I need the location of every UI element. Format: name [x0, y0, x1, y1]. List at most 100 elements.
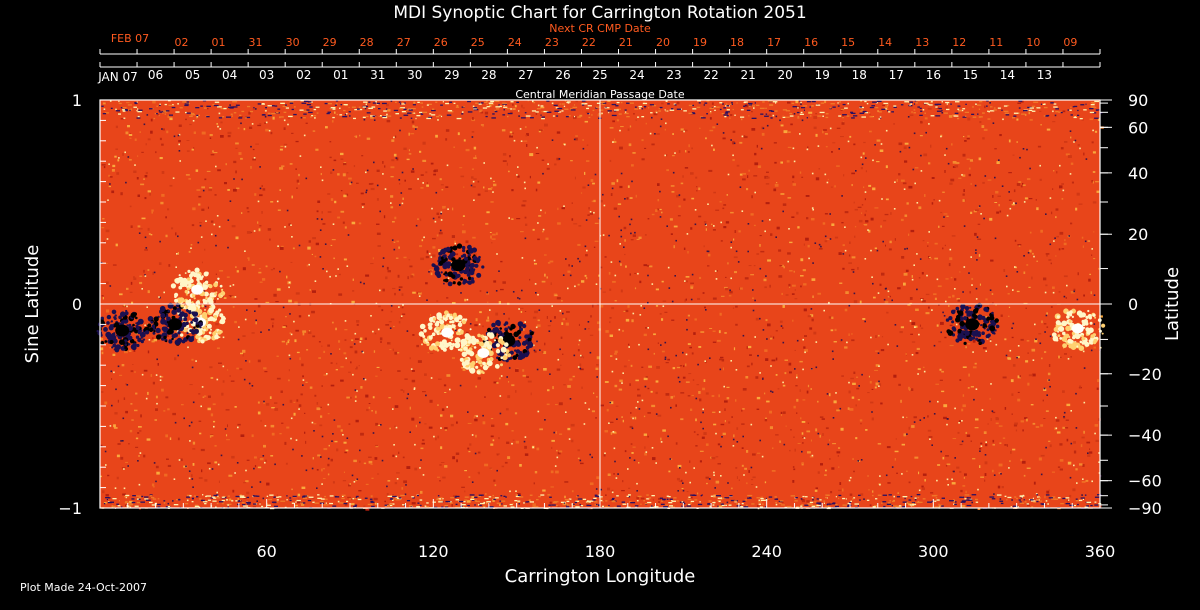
noise-speck: [764, 392, 766, 395]
noise-dot: [109, 100, 112, 102]
polar-streak: [416, 494, 419, 497]
noise-speck: [491, 424, 495, 427]
polar-streak: [790, 495, 795, 497]
cmp-date-label: 23: [666, 68, 681, 82]
noise-dot: [940, 135, 942, 138]
noise-speck: [842, 244, 845, 247]
noise-speck: [393, 153, 397, 157]
noise-speck: [226, 439, 230, 441]
noise-dot: [716, 123, 719, 125]
noise-speck: [484, 111, 489, 115]
noise-dot: [990, 383, 992, 385]
noise-speck: [722, 207, 725, 210]
noise-dot: [177, 354, 179, 357]
noise-dot: [582, 147, 585, 150]
noise-dot: [109, 285, 112, 287]
noise-dot: [264, 461, 266, 464]
noise-dot: [329, 275, 331, 278]
noise-speck: [409, 265, 413, 268]
noise-dot: [762, 127, 765, 130]
noise-dot: [938, 199, 941, 202]
noise-dot: [793, 160, 796, 163]
noise-speck: [454, 240, 456, 243]
noise-dot: [670, 406, 672, 409]
noise-speck: [305, 122, 308, 124]
noise-speck: [152, 381, 155, 385]
polar-streak: [779, 500, 784, 502]
noise-dot: [260, 331, 262, 333]
noise-speck: [240, 157, 243, 160]
noise-speck: [363, 462, 367, 465]
noise-dot: [399, 204, 401, 206]
polar-streak: [463, 501, 466, 503]
noise-speck: [496, 382, 499, 384]
polar-streak: [182, 101, 187, 103]
noise-speck: [425, 171, 428, 174]
noise-speck: [138, 426, 142, 428]
noise-dot: [450, 339, 453, 342]
noise-speck: [945, 464, 948, 467]
noise-speck: [571, 439, 574, 443]
noise-speck: [352, 290, 355, 292]
noise-speck: [452, 302, 456, 305]
noise-speck: [623, 226, 627, 230]
noise-speck: [614, 300, 617, 302]
noise-dot: [373, 161, 375, 164]
noise-dot: [299, 155, 302, 157]
noise-speck: [395, 257, 399, 259]
noise-speck: [356, 320, 360, 323]
noise-speck: [732, 307, 735, 309]
noise-speck: [752, 297, 754, 300]
noise-speck: [515, 369, 519, 372]
noise-speck: [1087, 454, 1091, 457]
noise-speck: [392, 287, 396, 290]
noise-speck: [772, 447, 774, 449]
cmp-label: Central Meridian Passage Date: [515, 88, 684, 101]
noise-speck: [1038, 457, 1042, 461]
noise-speck: [154, 419, 157, 421]
noise-speck: [424, 423, 427, 425]
noise-dot: [174, 421, 177, 424]
noise-speck: [657, 414, 662, 417]
noise-speck: [853, 300, 858, 304]
polar-streak: [883, 102, 889, 105]
noise-speck: [1004, 407, 1007, 410]
polar-streak: [400, 494, 405, 497]
noise-speck: [477, 193, 481, 196]
noise-dot: [279, 270, 281, 273]
noise-speck: [450, 414, 454, 418]
noise-dot: [1035, 338, 1037, 340]
noise-speck: [262, 278, 266, 281]
noise-speck: [682, 376, 686, 379]
noise-dot: [596, 376, 598, 378]
noise-speck: [223, 297, 227, 299]
polar-streak: [607, 110, 612, 112]
noise-speck: [970, 183, 972, 185]
noise-speck: [954, 278, 957, 281]
noise-speck: [643, 264, 648, 267]
noise-speck: [382, 288, 385, 292]
noise-speck: [949, 257, 953, 261]
noise-dot: [771, 391, 774, 393]
noise-speck: [430, 162, 434, 165]
noise-speck: [914, 456, 919, 459]
polar-streak: [133, 106, 137, 108]
polar-streak: [408, 506, 412, 508]
noise-speck: [440, 446, 443, 450]
noise-dot: [1054, 237, 1056, 239]
noise-speck: [951, 482, 956, 485]
polar-streak: [226, 116, 231, 118]
noise-speck: [712, 411, 716, 413]
polar-streak: [343, 109, 346, 112]
polar-streak: [313, 115, 317, 117]
noise-speck: [782, 305, 785, 308]
noise-speck: [732, 130, 736, 133]
polar-streak: [692, 108, 697, 110]
polar-streak: [794, 500, 798, 502]
polar-streak: [171, 106, 176, 109]
noise-speck: [270, 201, 274, 203]
noise-dot: [788, 228, 790, 230]
polar-streak: [283, 111, 287, 113]
noise-speck: [129, 429, 133, 433]
noise-dot: [253, 467, 255, 470]
